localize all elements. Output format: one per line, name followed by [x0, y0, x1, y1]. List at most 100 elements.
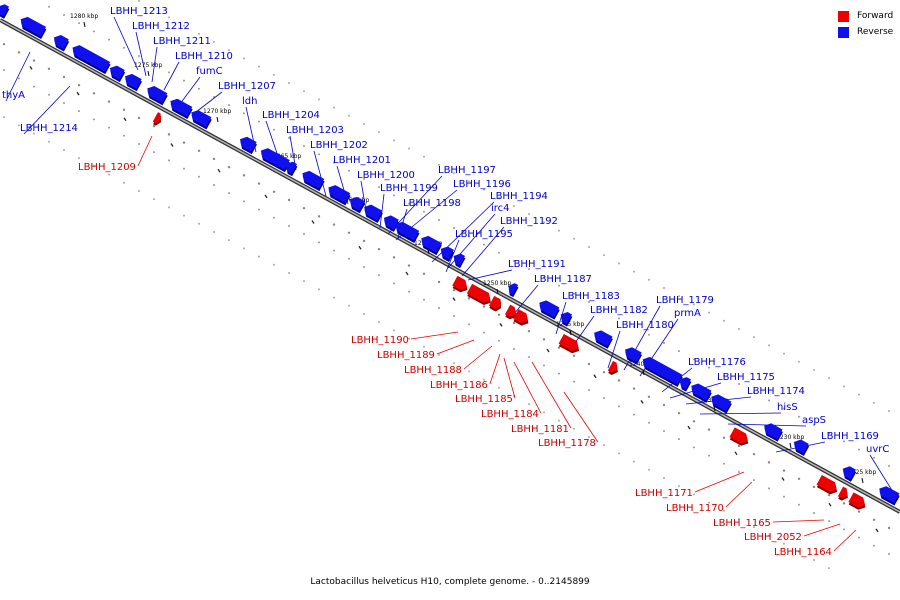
legend-item-reverse: Reverse	[838, 24, 893, 40]
minor-tick-dash	[593, 374, 597, 379]
background-dot	[378, 131, 380, 134]
gene-label: LBHH_1185	[455, 394, 513, 405]
background-dot	[242, 174, 246, 177]
background-dot	[723, 462, 725, 465]
gene-arrow-body	[302, 170, 325, 189]
background-dot	[138, 0, 140, 2]
background-dot	[633, 325, 635, 328]
gene-arrow-body	[20, 16, 47, 37]
background-dot	[393, 139, 395, 142]
gene-leader-line	[563, 391, 599, 443]
background-dot	[377, 247, 381, 251]
background-dot	[572, 354, 576, 357]
background-dot	[708, 501, 710, 504]
gene-arrow-body	[72, 45, 111, 72]
background-dot	[63, 148, 65, 151]
background-dot	[138, 54, 140, 57]
background-dot	[228, 104, 230, 107]
background-dot	[318, 241, 320, 244]
background-dot	[468, 323, 470, 326]
background-dot	[618, 405, 620, 408]
background-dot	[378, 321, 380, 324]
background-dot	[528, 213, 530, 216]
background-dot	[378, 186, 380, 189]
gene-arrow-reverse	[170, 98, 193, 119]
background-dot	[393, 282, 395, 285]
gene-label: LBHH_1184	[481, 409, 539, 420]
scale-tick-label: 1265 kbp	[273, 153, 301, 160]
scale-tick-mark	[216, 116, 219, 123]
background-dot	[393, 329, 395, 332]
background-dot	[768, 399, 770, 402]
background-dot	[303, 233, 305, 236]
gene-label: LBHH_1169	[821, 431, 879, 442]
background-dot	[828, 432, 830, 435]
gene-arrow-body	[260, 148, 290, 170]
background-dot	[92, 92, 96, 95]
gene-arrow-reverse	[679, 377, 692, 392]
legend: Forward Reverse	[838, 8, 893, 40]
gene-arrow-reverse	[260, 148, 291, 173]
background-dot	[197, 149, 201, 152]
background-dot	[693, 446, 695, 449]
background-dot	[183, 214, 185, 217]
scale-tick-mark	[861, 477, 864, 484]
background-dot	[483, 331, 485, 334]
background-dot	[483, 243, 485, 246]
background-dot	[813, 368, 815, 371]
gene-arrow-body	[453, 253, 466, 266]
gene-arrow-reverse	[302, 170, 325, 192]
background-dot	[243, 57, 245, 60]
gene-leader-line	[179, 76, 201, 105]
background-dot	[168, 159, 170, 162]
background-dot	[318, 98, 320, 101]
gene-arrow-reverse	[453, 253, 466, 269]
background-dot	[588, 388, 590, 391]
background-dot	[708, 454, 710, 457]
background-dot	[498, 339, 500, 342]
background-dot	[528, 356, 530, 359]
background-dot	[167, 133, 171, 136]
gene-leader-line	[360, 180, 367, 211]
background-dot	[257, 182, 261, 185]
scale-tick-label: 1230 kbp	[776, 434, 804, 441]
background-dot	[738, 470, 740, 473]
background-dot	[798, 503, 800, 506]
scale-tick-mark	[569, 329, 572, 336]
minor-tick-dash	[546, 348, 550, 353]
legend-label-forward: Forward	[857, 11, 894, 21]
gene-arrow-reverse	[624, 347, 643, 365]
background-dot	[392, 256, 396, 259]
gene-arrow-reverse	[395, 221, 420, 244]
background-dot	[288, 81, 290, 84]
background-dot	[768, 487, 770, 490]
gene-label: LBHH_1202	[310, 140, 368, 151]
gene-arrow-reverse	[364, 204, 383, 223]
background-dot	[438, 163, 440, 166]
gene-labels-layer: LBHH_1213 LBHH_1212 LBHH_1211 LBHH_1210 fumC…	[2, 6, 889, 558]
background-dot	[873, 456, 875, 459]
gene-label: LBHH_1213	[110, 6, 168, 17]
gene-arrow-body	[53, 35, 69, 49]
gene-leader-line	[503, 357, 516, 399]
background-dot	[273, 73, 275, 76]
background-dot	[228, 49, 230, 52]
gene-arrow-body	[607, 360, 618, 373]
gene-label: LBHH_1211	[153, 36, 211, 47]
gene-arrow-body	[848, 492, 866, 508]
gene-label: ldh	[242, 96, 257, 107]
gene-arrow-reverse	[648, 359, 683, 387]
minor-tick-dash	[828, 502, 832, 507]
background-dot	[408, 202, 410, 205]
minor-tick-dash	[405, 271, 409, 276]
background-dot	[663, 341, 665, 344]
background-dot	[497, 313, 501, 316]
background-dot	[528, 403, 530, 406]
gene-arrow-forward	[152, 112, 161, 126]
background-dot	[437, 280, 441, 284]
background-dot	[273, 263, 275, 266]
background-dot	[47, 67, 51, 70]
background-dot	[452, 288, 456, 292]
gene-label: LBHH_1204	[262, 110, 320, 121]
background-dot	[633, 413, 635, 416]
